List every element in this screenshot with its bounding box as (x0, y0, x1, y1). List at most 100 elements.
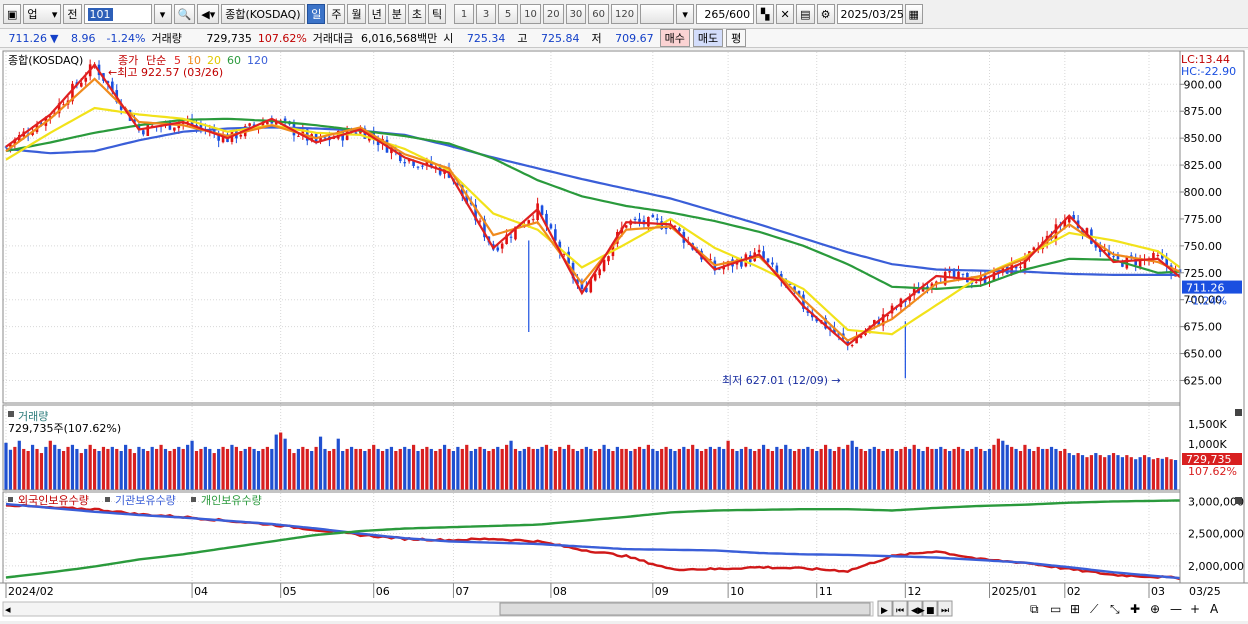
volume-bar (841, 448, 845, 490)
playback-button[interactable] (877, 600, 893, 617)
candle-body (270, 120, 274, 124)
candle-body (146, 124, 150, 136)
period-tab-4[interactable]: 분 (387, 4, 406, 24)
playback-button[interactable] (892, 600, 908, 617)
candle-body (376, 140, 380, 146)
volume-bar (1041, 448, 1045, 490)
period-tab-2[interactable]: 월 (347, 4, 366, 24)
volume-bar (854, 446, 859, 490)
holdings-panel (5, 499, 1181, 581)
interval-tab-20[interactable]: 20 (542, 4, 564, 24)
volume-bar (26, 451, 30, 490)
x-tick-label: 08 (553, 585, 567, 598)
magic-icon[interactable]: ✕ (776, 4, 795, 24)
calendar-icon[interactable]: ▦ (904, 4, 923, 24)
window-menu-icon[interactable]: ▣ (3, 4, 22, 24)
period-tab-5[interactable]: 초 (407, 4, 426, 24)
volume-bar (886, 448, 890, 490)
y-tick-label: 875.00 (1184, 105, 1223, 118)
candle-body (709, 258, 712, 261)
candle-body (833, 327, 836, 334)
interval-tab-120[interactable]: 120 (611, 4, 639, 24)
volume-bar (1151, 459, 1156, 490)
volume-bar (1160, 458, 1164, 490)
candle-body (806, 310, 810, 313)
interval-tab-30[interactable]: 30 (565, 4, 587, 24)
playback-button[interactable] (907, 600, 923, 617)
period-tab-6[interactable]: 틱 (427, 4, 447, 24)
candle-body (274, 120, 278, 125)
volume-bar (1098, 455, 1102, 490)
current-price: 711.26 (8, 31, 48, 45)
volume-bar (828, 448, 832, 490)
candle-body (802, 294, 805, 309)
date-input[interactable]: 2025/03/25 (836, 4, 904, 24)
candle-body (576, 279, 579, 285)
playback-button[interactable] (937, 600, 953, 617)
volume-bar (1111, 453, 1116, 490)
volume-bar (943, 448, 947, 490)
volume-bar (239, 451, 243, 490)
candle-body (106, 81, 110, 84)
candle-body (363, 128, 367, 139)
market-select[interactable]: 업 ▾ (23, 4, 62, 24)
interval-tab-3[interactable]: 3 (476, 4, 497, 24)
playback-button[interactable] (922, 600, 938, 617)
volume-bar (1018, 451, 1023, 490)
volume-bar (279, 432, 283, 490)
code-input[interactable]: 101 (83, 4, 152, 24)
volume-bar (420, 448, 425, 490)
candle-body (961, 273, 965, 275)
chevron-down-icon[interactable]: ▾ (153, 4, 172, 24)
tool-icon: — (1170, 602, 1182, 616)
interval-tab-5[interactable]: 5 (498, 4, 519, 24)
volume-bar (877, 448, 881, 490)
buy-button[interactable]: 매수 (659, 29, 690, 47)
candle-body (549, 224, 553, 229)
volume-current-box (1182, 453, 1242, 465)
count-input[interactable]: 265/600 (696, 4, 755, 24)
volume-bar (589, 448, 593, 490)
speaker-icon[interactable]: ◀▾ (197, 4, 220, 24)
volume-bar (965, 451, 969, 490)
search-icon[interactable]: 🔍 (173, 4, 196, 24)
x-tick-label: 09 (655, 585, 669, 598)
volume-bar (159, 444, 163, 490)
interval-input[interactable] (640, 4, 675, 24)
change-value: 8.96 (70, 31, 96, 45)
sell-button[interactable]: 매도 (692, 29, 724, 47)
volume-bar (398, 448, 402, 490)
candle-body (416, 166, 420, 168)
gear-icon[interactable]: ⚙ (816, 4, 835, 24)
candle-body (664, 227, 668, 230)
scrollbar-thumb[interactable] (499, 602, 871, 616)
save-icon[interactable]: ▤ (796, 4, 815, 24)
chart-tool-icon[interactable]: ▚ (756, 4, 775, 24)
low-label: 저 (591, 32, 602, 45)
tool-icon: ✚ (1130, 602, 1140, 616)
prev-button[interactable]: 전 (63, 4, 82, 24)
volume-bar (505, 444, 509, 490)
legend-5: 5 (174, 54, 181, 67)
x-tick-label: 04 (194, 585, 208, 598)
interval-tab-60[interactable]: 60 (588, 4, 610, 24)
count-value: 265 (704, 7, 726, 21)
period-tab-1[interactable]: 주 (327, 4, 346, 24)
volume-bar (1067, 453, 1071, 490)
candle-body (673, 225, 677, 227)
volume-bar (691, 444, 695, 490)
volume-bar (341, 451, 345, 490)
candle-body (607, 256, 610, 262)
chevron-down-icon[interactable]: ▾ (676, 4, 695, 24)
candle-body (979, 276, 982, 281)
period-tab-3[interactable]: 년 (367, 4, 386, 24)
average-button[interactable]: 평 (726, 29, 747, 47)
volume-bar (451, 451, 456, 490)
interval-tab-1[interactable]: 1 (454, 4, 475, 24)
period-tab-0[interactable]: 일 (307, 4, 326, 24)
chart-svg[interactable]: 2024/02 04 05 06 07 08 09 10 11 12 2025/01 02 03 03/2… (0, 50, 1248, 621)
candle-body (957, 271, 960, 278)
interval-tab-10[interactable]: 10 (520, 4, 541, 24)
down-arrow-icon: ▼ (50, 31, 59, 45)
volume-bar (527, 446, 531, 490)
